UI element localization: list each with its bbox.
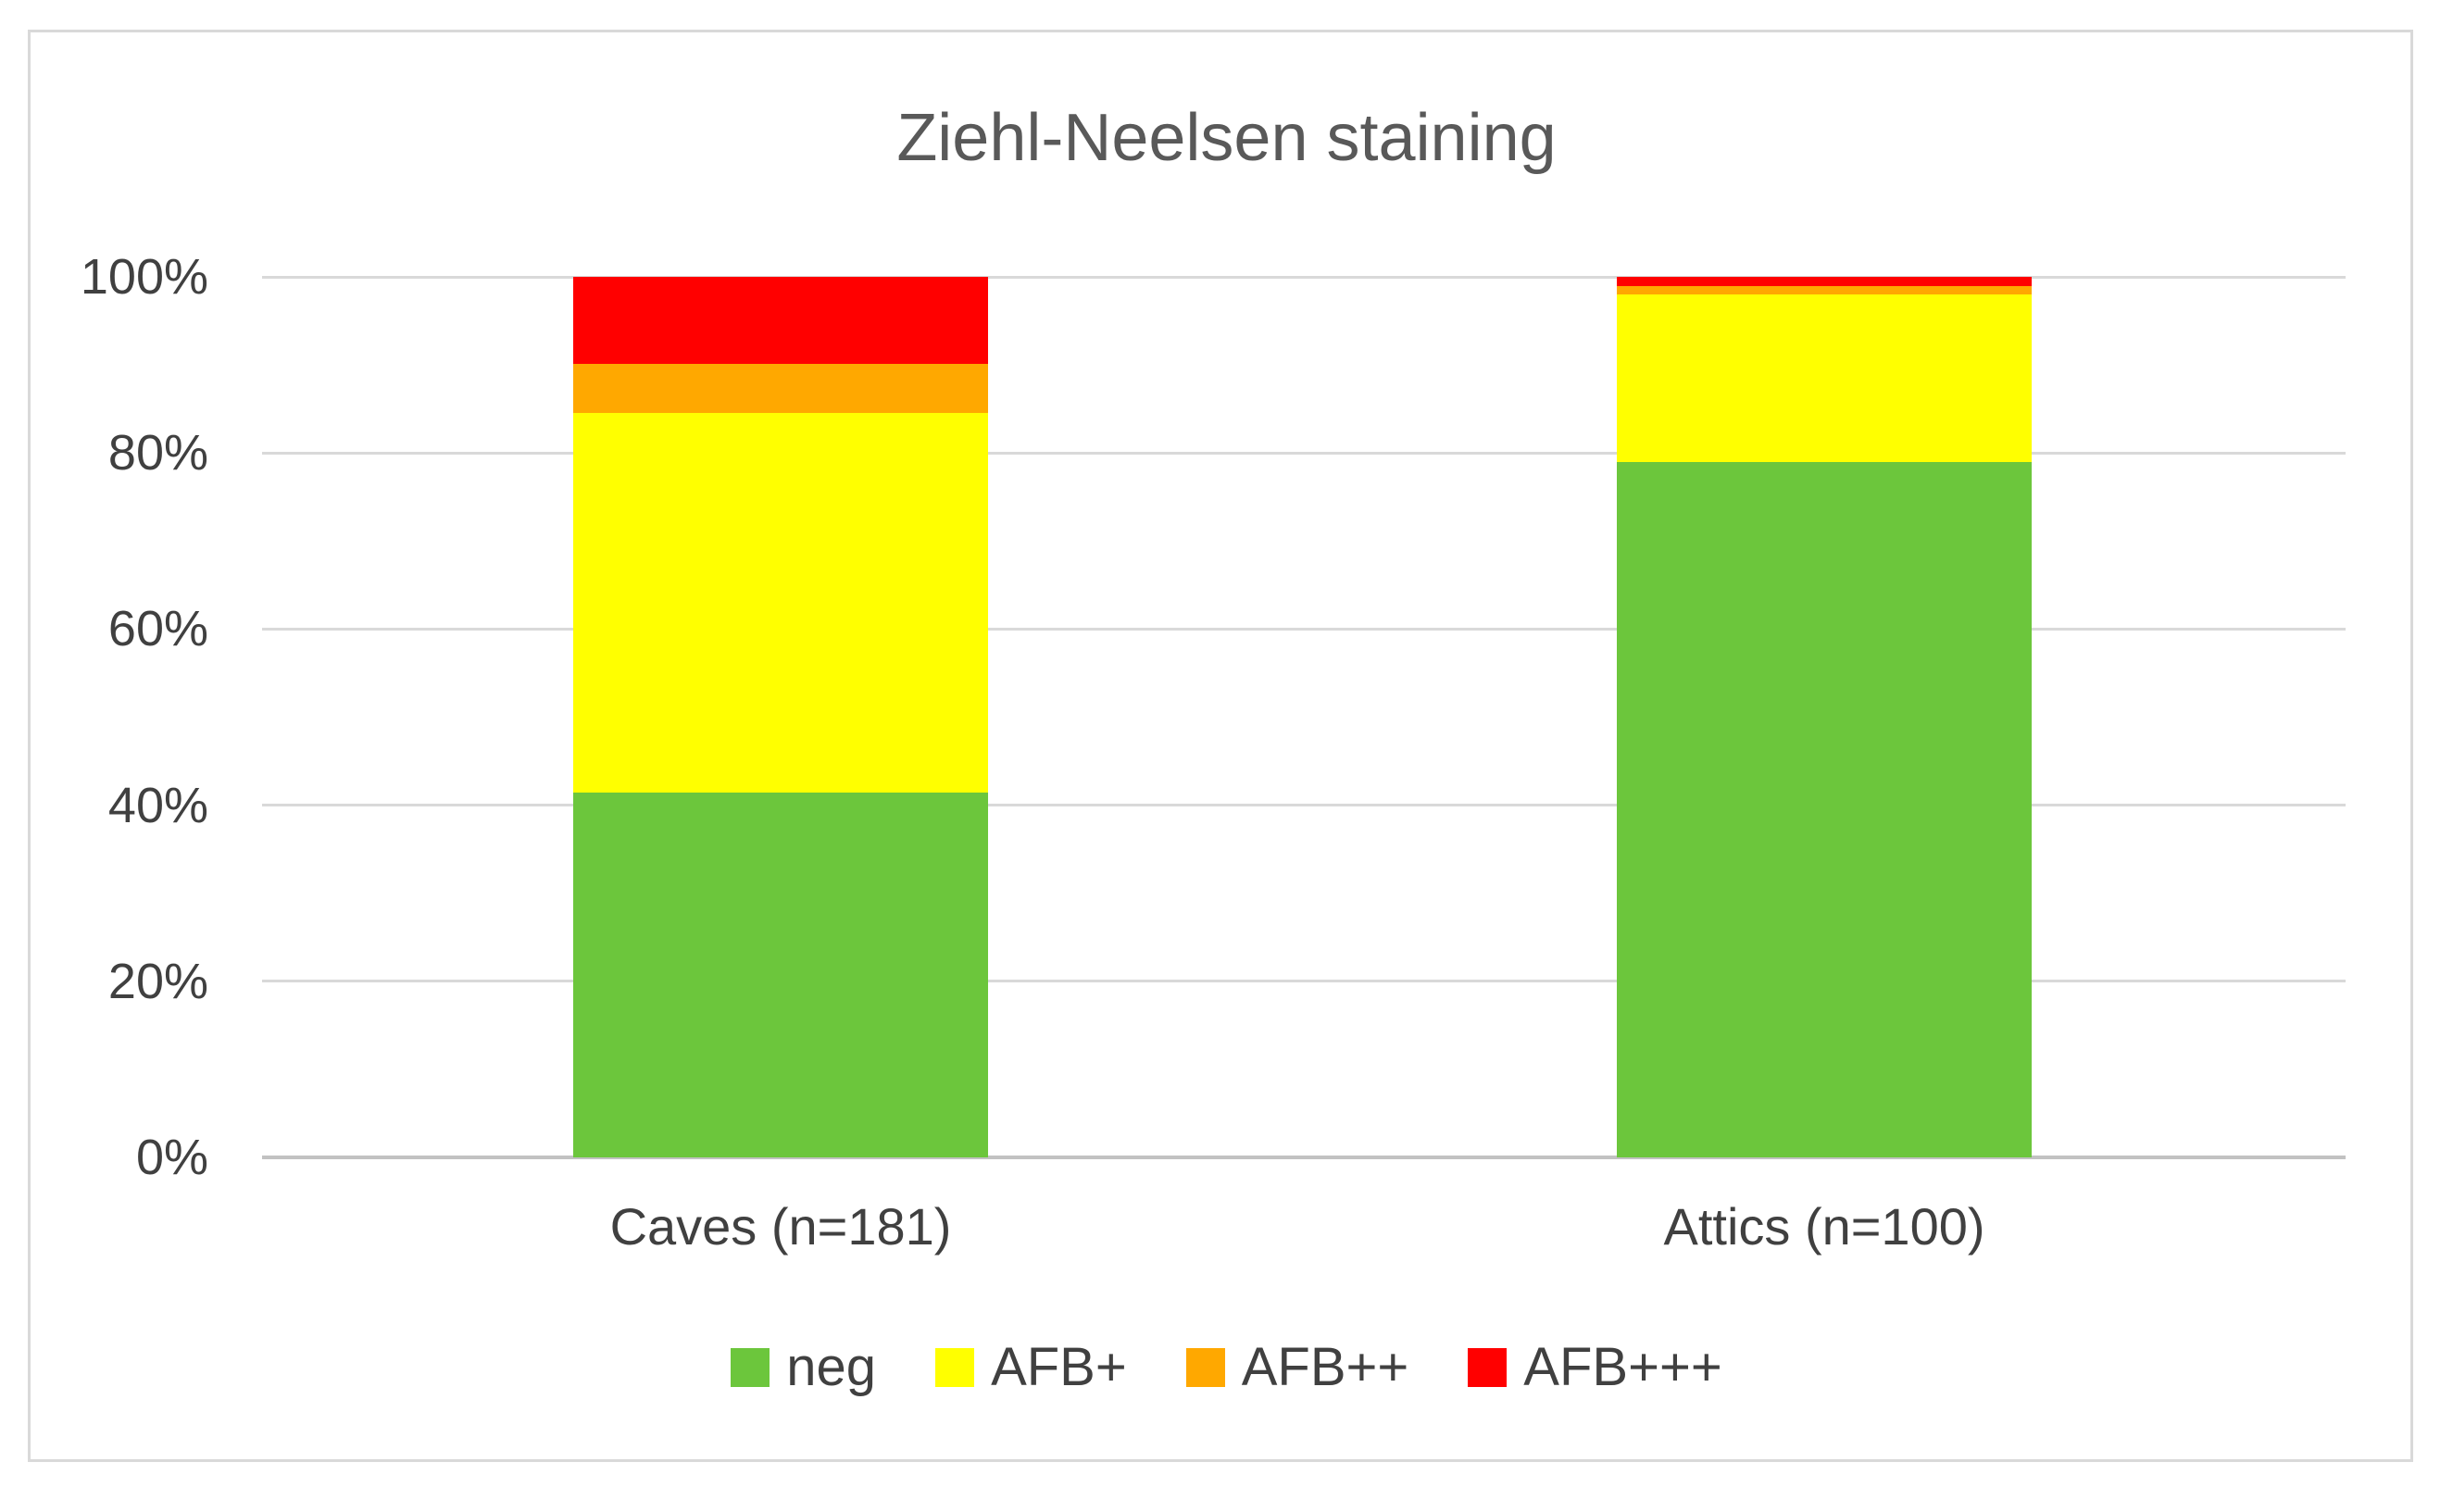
y-tick-label-20: 20% — [107, 953, 208, 1009]
legend-marker-AFB+ — [935, 1348, 975, 1387]
bar-0-segment-AFB+ — [573, 413, 988, 793]
gridline-80 — [262, 451, 2346, 455]
bar-0-segment-neg — [573, 793, 988, 1157]
x-category-label-1: Attics (n=100) — [1663, 1197, 1985, 1256]
legend-item-AFB++: AFB++ — [1185, 1337, 1409, 1397]
legend-label-neg: neg — [786, 1337, 877, 1397]
bar-0-segment-AFB++ — [573, 364, 988, 414]
y-tick-label-80: 80% — [107, 425, 208, 481]
bar-1-segment-AFB+++ — [1617, 277, 2032, 286]
bar-0-segment-AFB+++ — [573, 277, 988, 365]
gridline-0 — [262, 1156, 2346, 1159]
gridline-100 — [262, 275, 2346, 279]
gridline-40 — [262, 804, 2346, 807]
legend-marker-AFB+++ — [1468, 1348, 1508, 1387]
legend-item-AFB+: AFB+ — [935, 1341, 1127, 1394]
chart-title: Ziehl-Neelsen staining — [896, 101, 1557, 175]
y-tick-label-60: 60% — [107, 601, 208, 657]
legend: neg AFB+ AFB++ AFB+++ — [0, 1341, 2453, 1394]
legend-item-AFB+++: AFB+++ — [1468, 1337, 1722, 1397]
legend-marker-neg — [731, 1348, 770, 1387]
bar-1-segment-AFB++ — [1617, 285, 2032, 294]
legend-label-AFB+: AFB+ — [991, 1337, 1127, 1397]
bar-1-segment-neg — [1617, 461, 2032, 1157]
legend-item-neg: neg — [731, 1341, 876, 1394]
gridline-20 — [262, 980, 2346, 983]
y-tick-label-100: 100% — [80, 249, 208, 305]
x-category-label-0: Caves (n=181) — [609, 1197, 952, 1256]
legend-label-AFB+++: AFB+++ — [1523, 1337, 1722, 1397]
legend-label-AFB++: AFB++ — [1241, 1337, 1409, 1397]
bar-1-segment-AFB+ — [1617, 294, 2032, 462]
y-tick-label-40: 40% — [107, 777, 208, 833]
y-tick-label-0: 0% — [135, 1130, 208, 1185]
legend-marker-AFB++ — [1185, 1348, 1225, 1387]
gridline-60 — [262, 627, 2346, 631]
